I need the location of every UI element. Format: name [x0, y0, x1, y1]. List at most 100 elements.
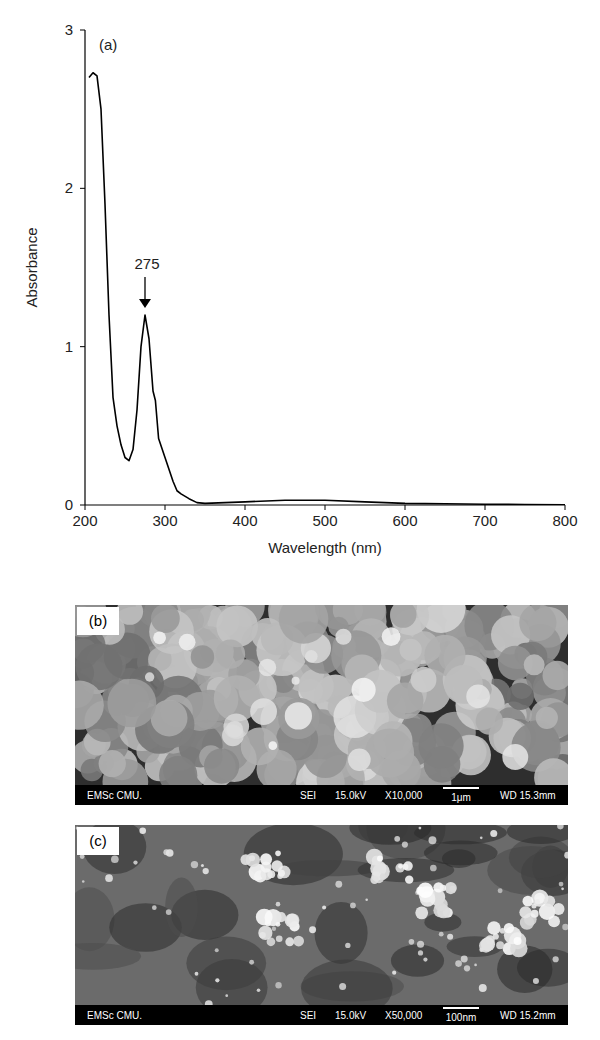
magnification: X10,000 — [385, 790, 423, 801]
small-particle — [195, 972, 199, 976]
scale-bar-label: 1μm — [451, 792, 471, 803]
x-tick-label: 200 — [72, 512, 97, 529]
bright-cluster — [415, 906, 428, 919]
small-particle — [152, 905, 157, 910]
small-particle — [418, 950, 423, 955]
magnification: X50,000 — [385, 1010, 423, 1021]
small-particle — [561, 887, 564, 890]
bright-cluster — [246, 853, 260, 867]
small-particle — [533, 978, 539, 984]
small-particle — [447, 934, 453, 940]
bright-cluster — [402, 864, 408, 870]
bright-cluster — [271, 860, 282, 871]
bright-particle — [348, 748, 371, 771]
scale-bar — [443, 1007, 479, 1009]
voltage: 15.0kV — [335, 1010, 366, 1021]
bright-cluster — [519, 906, 531, 918]
bright-particle — [466, 685, 490, 709]
lab-name: EMSc CMU. — [87, 1010, 142, 1021]
bright-cluster — [276, 922, 281, 927]
y-tick-label: 1 — [65, 338, 73, 355]
bright-cluster — [445, 882, 457, 894]
small-particle — [461, 956, 468, 963]
small-particle — [275, 982, 281, 988]
bright-cluster — [276, 912, 286, 922]
bright-particle — [268, 741, 277, 750]
x-tick — [85, 505, 86, 510]
small-particle — [201, 864, 204, 867]
small-particle — [345, 943, 350, 948]
detector: SEI — [300, 790, 316, 801]
arrow-shaft — [144, 277, 145, 302]
small-particle — [557, 825, 564, 829]
bright-cluster — [534, 893, 545, 904]
particle — [507, 683, 534, 710]
x-tick — [485, 505, 486, 510]
small-particle — [464, 965, 470, 971]
y-tick — [80, 346, 85, 347]
small-particle — [553, 956, 559, 962]
bright-cluster — [544, 896, 555, 907]
bright-cluster — [258, 926, 272, 940]
bright-particle — [250, 698, 277, 725]
bright-particle — [502, 744, 528, 770]
bright-cluster — [450, 886, 456, 892]
particle — [365, 728, 414, 777]
small-particle — [402, 842, 408, 848]
small-particle — [249, 960, 254, 965]
particle — [191, 645, 214, 668]
small-particle — [409, 939, 415, 945]
dark-patch — [447, 936, 503, 957]
x-tick-label: 400 — [232, 512, 257, 529]
x-tick-label: 800 — [552, 512, 577, 529]
lab-name: EMSc CMU. — [87, 790, 142, 801]
bright-particle — [285, 702, 312, 729]
working-distance: WD 15.3mm — [500, 790, 556, 801]
bright-cluster — [285, 914, 299, 928]
bright-cluster — [293, 936, 304, 947]
x-tick-label: 500 — [312, 512, 337, 529]
small-particle — [490, 830, 497, 837]
particle — [519, 605, 556, 641]
particle — [216, 605, 258, 647]
x-tick — [325, 505, 326, 510]
particle — [419, 723, 464, 768]
small-particle — [322, 905, 326, 909]
bright-cluster — [405, 875, 413, 883]
particle — [536, 707, 558, 729]
small-particle — [562, 924, 568, 930]
small-particle — [474, 964, 477, 967]
small-particle — [163, 849, 169, 855]
bright-cluster — [418, 882, 434, 898]
info-bar — [75, 785, 568, 805]
bright-cluster — [366, 849, 383, 866]
small-particle — [430, 865, 437, 872]
bright-particle — [179, 634, 196, 651]
bright-cluster — [403, 861, 412, 870]
bright-cluster — [553, 903, 565, 915]
small-particle — [365, 898, 368, 901]
x-axis-label: Wavelength (nm) — [268, 539, 382, 556]
particle — [151, 700, 188, 737]
particle — [75, 681, 104, 730]
bright-particle — [335, 629, 351, 645]
particle — [534, 758, 568, 785]
small-particle — [335, 881, 342, 888]
y-axis-label: Absorbance — [23, 227, 40, 307]
small-particle — [394, 836, 400, 842]
bright-cluster — [249, 855, 255, 861]
label-box — [77, 827, 119, 855]
micrograph: (b)EMSc CMU.SEI15.0kVX10,0001μmWD 15.3mm — [55, 583, 588, 808]
sem-image — [75, 825, 568, 1005]
small-particle — [564, 852, 568, 859]
small-particle — [417, 941, 424, 948]
y-tick-label: 0 — [65, 496, 73, 513]
bright-cluster — [377, 856, 383, 862]
scale-bar — [443, 787, 479, 789]
small-particle — [215, 978, 219, 982]
particle — [116, 605, 143, 625]
bright-particle — [259, 659, 277, 677]
bright-particle — [223, 713, 249, 739]
dark-patch — [349, 825, 431, 845]
y-tick — [80, 30, 85, 31]
